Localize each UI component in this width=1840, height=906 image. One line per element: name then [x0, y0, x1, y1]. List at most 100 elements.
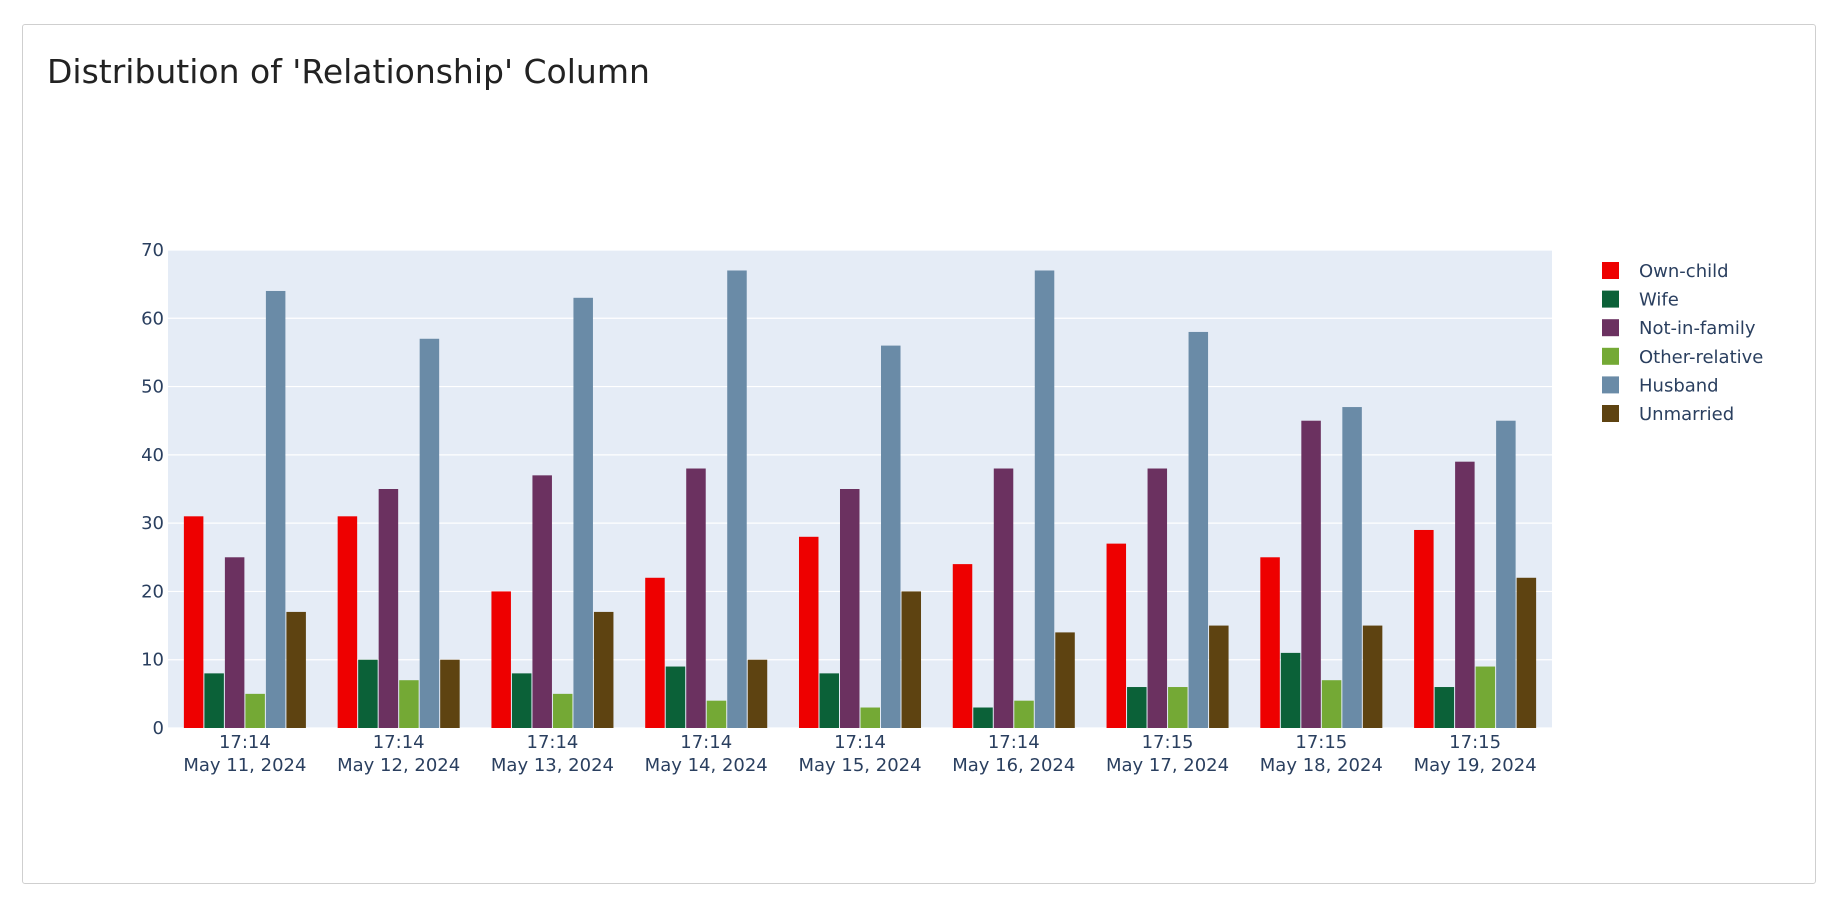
y-tick-label: 20 — [141, 581, 164, 602]
y-tick-label: 0 — [153, 718, 164, 739]
bar-unmarried[interactable] — [1055, 632, 1075, 728]
bar-unmarried[interactable] — [1516, 577, 1537, 728]
y-tick-label: 60 — [141, 308, 164, 329]
x-tick-label-date: May 19, 2024 — [1414, 755, 1537, 776]
legend-label: Husband — [1639, 375, 1719, 396]
chart-title: Distribution of 'Relationship' Column — [47, 52, 650, 91]
bar-not-in-family[interactable] — [1455, 461, 1475, 728]
bar-husband[interactable] — [881, 345, 901, 728]
bar-other-relative[interactable] — [1321, 680, 1342, 728]
legend-label: Unmarried — [1639, 404, 1734, 425]
x-tick-label-time: 17:14 — [373, 732, 425, 753]
bar-other-relative[interactable] — [399, 680, 419, 728]
bar-wife[interactable] — [1127, 687, 1147, 728]
bar-own-child[interactable] — [337, 516, 358, 728]
bar-wife[interactable] — [511, 673, 532, 728]
bar-not-in-family[interactable] — [378, 489, 399, 728]
legend-label: Wife — [1639, 290, 1679, 311]
bar-unmarried[interactable] — [1362, 625, 1383, 728]
legend-label: Not-in-family — [1639, 318, 1756, 339]
bar-other-relative[interactable] — [706, 700, 727, 728]
bar-not-in-family[interactable] — [1301, 420, 1321, 728]
bar-unmarried[interactable] — [747, 659, 768, 728]
bar-other-relative[interactable] — [1014, 700, 1034, 728]
y-tick-label: 70 — [141, 240, 164, 261]
bar-other-relative[interactable] — [1475, 666, 1496, 728]
bar-own-child[interactable] — [183, 516, 204, 728]
bar-husband[interactable] — [1342, 407, 1362, 728]
bar-unmarried[interactable] — [1209, 625, 1229, 728]
bar-unmarried[interactable] — [593, 611, 614, 728]
x-tick-label-date: May 11, 2024 — [183, 755, 306, 776]
y-axis: 0 10 20 30 40 50 60 70 — [141, 240, 164, 739]
legend-swatch — [1602, 319, 1619, 337]
bar-wife[interactable] — [1280, 652, 1301, 728]
legend-swatch — [1602, 405, 1619, 422]
legend-item[interactable]: Husband — [1602, 375, 1719, 396]
y-tick-label: 10 — [141, 650, 164, 671]
bar-own-child[interactable] — [645, 577, 665, 728]
bar-own-child[interactable] — [1414, 529, 1434, 728]
legend-item[interactable]: Not-in-family — [1602, 318, 1756, 339]
bar-not-in-family[interactable] — [224, 557, 245, 728]
legend-swatch — [1602, 347, 1619, 365]
bars — [183, 270, 1537, 728]
x-tick-label-time: 17:15 — [1449, 732, 1501, 753]
bar-unmarried[interactable] — [901, 591, 922, 728]
bar-husband[interactable] — [573, 297, 593, 728]
x-tick-label-date: May 17, 2024 — [1106, 755, 1229, 776]
x-tick-label-date: May 15, 2024 — [798, 755, 921, 776]
bar-wife[interactable] — [665, 666, 686, 728]
x-tick-label-time: 17:14 — [834, 732, 886, 753]
plot-area — [168, 250, 1552, 728]
bar-own-child[interactable] — [798, 536, 819, 728]
legend[interactable]: Own-child Wife Not-in-family Other-relative… — [1602, 261, 1763, 425]
bar-not-in-family[interactable] — [1147, 468, 1168, 728]
x-tick-label-time: 17:15 — [1295, 732, 1347, 753]
bar-husband[interactable] — [419, 338, 440, 728]
legend-swatch — [1602, 290, 1619, 308]
bar-husband[interactable] — [1034, 270, 1055, 728]
x-tick-label-date: May 16, 2024 — [952, 755, 1075, 776]
bar-wife[interactable] — [204, 673, 224, 728]
bar-husband[interactable] — [727, 270, 747, 728]
x-tick-label-time: 17:15 — [1142, 732, 1194, 753]
bar-husband[interactable] — [1188, 331, 1209, 728]
x-tick-label-date: May 13, 2024 — [491, 755, 614, 776]
legend-item[interactable]: Other-relative — [1602, 347, 1763, 368]
bar-not-in-family[interactable] — [993, 468, 1014, 728]
bar-other-relative[interactable] — [245, 693, 265, 728]
bar-wife[interactable] — [1434, 687, 1455, 728]
bar-other-relative[interactable] — [552, 693, 573, 728]
bar-own-child[interactable] — [1260, 557, 1280, 728]
bar-own-child[interactable] — [1106, 543, 1127, 728]
bar-unmarried[interactable] — [440, 659, 460, 728]
legend-swatch — [1602, 262, 1619, 279]
y-tick-label: 40 — [141, 445, 164, 466]
x-tick-label-date: May 14, 2024 — [645, 755, 768, 776]
legend-item[interactable]: Unmarried — [1602, 404, 1734, 425]
x-tick-label-date: May 12, 2024 — [337, 755, 460, 776]
legend-item[interactable]: Wife — [1602, 290, 1679, 311]
bar-wife[interactable] — [358, 659, 378, 728]
x-tick-label-date: May 18, 2024 — [1260, 755, 1383, 776]
bar-other-relative[interactable] — [1168, 687, 1188, 728]
x-tick-label-time: 17:14 — [680, 732, 732, 753]
bar-wife[interactable] — [973, 707, 993, 728]
x-tick-label-time: 17:14 — [988, 732, 1040, 753]
bar-husband[interactable] — [265, 290, 286, 728]
x-tick-label-time: 17:14 — [527, 732, 579, 753]
bar-husband[interactable] — [1496, 420, 1516, 728]
bar-not-in-family[interactable] — [686, 468, 706, 728]
legend-swatch — [1602, 376, 1619, 394]
bar-not-in-family[interactable] — [839, 489, 860, 728]
bar-own-child[interactable] — [952, 564, 973, 728]
bar-not-in-family[interactable] — [532, 475, 552, 728]
bar-own-child[interactable] — [491, 591, 511, 728]
legend-item[interactable]: Own-child — [1602, 261, 1729, 282]
bar-unmarried[interactable] — [286, 611, 306, 728]
gridlines — [168, 249, 1552, 729]
bar-wife[interactable] — [819, 673, 839, 728]
bar-other-relative[interactable] — [860, 707, 881, 728]
